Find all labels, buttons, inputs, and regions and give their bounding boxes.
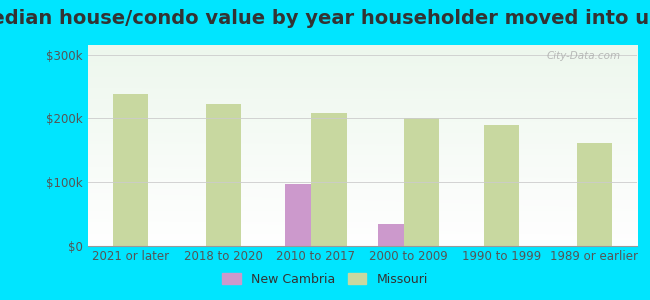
Bar [484,125,519,246]
Bar [285,184,311,246]
Bar [205,104,240,246]
Bar [404,118,439,246]
Text: Median house/condo value by year householder moved into unit: Median house/condo value by year househo… [0,9,650,28]
Bar [577,142,612,246]
Bar [311,113,346,246]
Bar [112,94,148,246]
Text: City-Data.com: City-Data.com [547,51,621,61]
Legend: New Cambria, Missouri: New Cambria, Missouri [217,268,433,291]
Bar [378,224,404,246]
